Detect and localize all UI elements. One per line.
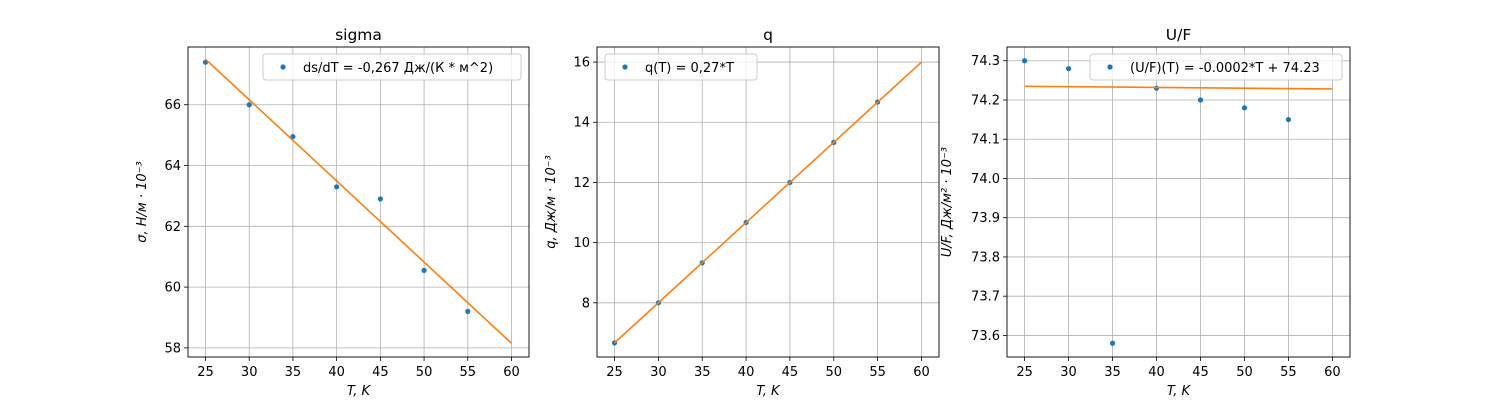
y-tick-label: 62 bbox=[164, 220, 181, 235]
y-tick-label: 66 bbox=[164, 98, 181, 113]
chart-panel-q: 25 30 35 40 45 50 55 60 8 10 12 14 16 q T, K q, Дж/м · … bbox=[544, 26, 940, 399]
y-axis-label: σ, Н/м · 10⁻³ bbox=[135, 161, 150, 242]
y-axis-label: U/F, Дж/м² · 10⁻³ bbox=[940, 147, 955, 257]
chart-title: U/F bbox=[1166, 26, 1192, 44]
fit-line bbox=[1024, 85, 1333, 90]
data-point bbox=[246, 102, 252, 108]
legend: (U/F)(T) = -0.0002*T + 74.23 bbox=[1089, 53, 1343, 81]
axes-frame bbox=[596, 46, 940, 358]
y-tick-label: 16 bbox=[573, 56, 590, 71]
y-tick-label: 60 bbox=[164, 281, 181, 296]
x-tick-label: 40 bbox=[1148, 365, 1165, 380]
x-tick-label: 50 bbox=[1236, 365, 1253, 380]
x-axis-label: T, K bbox=[1167, 384, 1192, 399]
axes-frame bbox=[1006, 46, 1351, 358]
x-tick-label: 45 bbox=[1192, 365, 1209, 380]
x-tick-label: 55 bbox=[460, 365, 477, 380]
x-tick-label: 55 bbox=[869, 365, 886, 380]
fit-line bbox=[613, 61, 923, 344]
y-tick-label: 74.1 bbox=[971, 133, 1000, 148]
x-tick-label: 30 bbox=[1060, 365, 1077, 380]
axes-frame bbox=[187, 46, 530, 358]
x-tick-label: 40 bbox=[328, 365, 345, 380]
legend-marker bbox=[280, 64, 286, 70]
chart-panel-uf: 25 30 35 40 45 50 55 60 73.6 73.7 73.8 73.9 74.0 74.1… bbox=[940, 26, 1351, 399]
y-tick-label: 58 bbox=[164, 341, 181, 356]
x-tick-label: 45 bbox=[372, 365, 389, 380]
x-tick-label: 50 bbox=[825, 365, 842, 380]
y-tick-label: 74.0 bbox=[971, 172, 1000, 187]
y-tick-label: 74.2 bbox=[971, 93, 1000, 108]
x-tick-label: 45 bbox=[782, 365, 799, 380]
x-tick-label: 30 bbox=[650, 365, 667, 380]
legend-label: q(T) = 0,27*T bbox=[645, 61, 734, 76]
data-point bbox=[1241, 105, 1248, 111]
x-tick-label: 40 bbox=[738, 365, 755, 380]
plot-area bbox=[611, 61, 923, 346]
x-tick-label: 35 bbox=[694, 365, 711, 380]
data-point bbox=[1021, 58, 1028, 64]
data-point bbox=[1109, 340, 1116, 346]
y-tick-label: 12 bbox=[573, 176, 590, 191]
data-point bbox=[1197, 97, 1204, 103]
plot-area bbox=[202, 58, 513, 344]
chart-panel-sigma: 25 30 35 40 45 50 55 60 58 60 62 64 66 sigma T, K σ, Н/… bbox=[135, 26, 530, 399]
legend-label: (U/F)(T) = -0.0002*T + 74.23 bbox=[1130, 61, 1320, 76]
x-tick-label: 25 bbox=[1016, 365, 1033, 380]
data-point bbox=[334, 184, 340, 190]
x-tick-label: 60 bbox=[913, 365, 930, 380]
legend-box bbox=[262, 53, 522, 81]
legend-marker bbox=[1107, 64, 1113, 70]
chart-title: q bbox=[763, 26, 773, 44]
x-tick-label: 30 bbox=[241, 365, 258, 380]
data-point bbox=[421, 267, 427, 273]
y-tick-label: 8 bbox=[582, 296, 590, 311]
y-tick-label: 10 bbox=[573, 236, 590, 251]
y-tick-label: 74.3 bbox=[971, 54, 1000, 69]
plot-area bbox=[1021, 58, 1333, 346]
data-point bbox=[377, 196, 383, 202]
data-point bbox=[1285, 116, 1292, 123]
x-tick-label: 50 bbox=[416, 365, 433, 380]
y-tick-label: 73.9 bbox=[971, 211, 1000, 226]
legend-label: ds/dT = -0,267 Дж/(К * м^2) bbox=[303, 61, 493, 76]
legend: ds/dT = -0,267 Дж/(К * м^2) bbox=[262, 53, 522, 81]
data-point bbox=[290, 134, 296, 140]
y-tick-label: 73.8 bbox=[971, 250, 1000, 265]
y-tick-label: 64 bbox=[164, 159, 181, 174]
y-tick-label: 73.6 bbox=[971, 329, 1000, 344]
x-axis-label: T, K bbox=[756, 384, 781, 399]
x-tick-label: 35 bbox=[285, 365, 302, 380]
fit-line bbox=[204, 58, 513, 344]
legend-marker bbox=[622, 64, 628, 70]
x-tick-label: 55 bbox=[1280, 365, 1297, 380]
y-tick-label: 14 bbox=[573, 116, 590, 131]
legend-box bbox=[1089, 53, 1343, 81]
data-point bbox=[1065, 65, 1072, 72]
legend-box bbox=[604, 53, 758, 81]
x-tick-label: 25 bbox=[197, 365, 214, 380]
x-tick-label: 60 bbox=[503, 365, 520, 380]
legend: q(T) = 0,27*T bbox=[604, 53, 758, 81]
data-point bbox=[465, 308, 471, 315]
y-axis-label: q, Дж/м · 10⁻³ bbox=[544, 155, 559, 249]
chart-title: sigma bbox=[335, 26, 382, 44]
x-axis-label: T, K bbox=[347, 384, 372, 399]
x-tick-label: 35 bbox=[1104, 365, 1121, 380]
x-tick-label: 60 bbox=[1324, 365, 1341, 380]
y-tick-label: 73.7 bbox=[971, 290, 1000, 305]
x-tick-label: 25 bbox=[606, 365, 623, 380]
